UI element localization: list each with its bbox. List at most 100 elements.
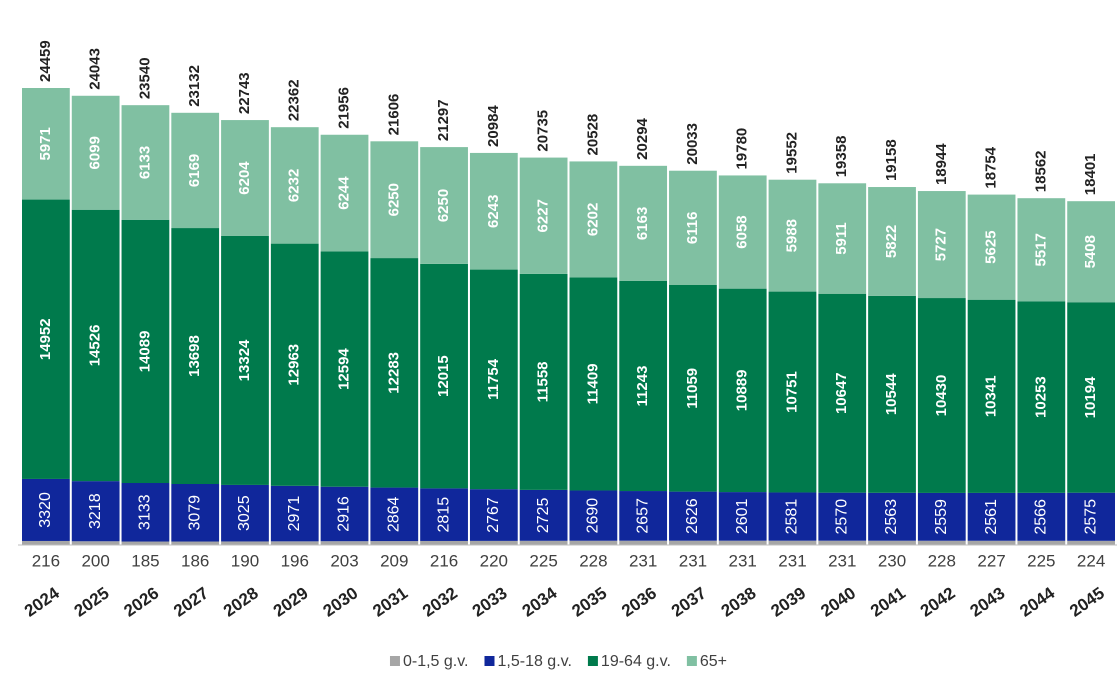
value-label: 231 bbox=[729, 551, 757, 570]
value-label: 3218 bbox=[87, 493, 104, 529]
bar-segment bbox=[420, 540, 468, 545]
value-label: 185 bbox=[131, 551, 159, 570]
value-label: 2815 bbox=[435, 497, 452, 533]
value-label: 10889 bbox=[734, 369, 751, 411]
value-label: 2563 bbox=[883, 499, 900, 535]
bar-segment bbox=[818, 492, 867, 541]
total-label: 23540 bbox=[136, 57, 153, 99]
value-label: 200 bbox=[81, 551, 109, 570]
x-tick-label: 2033 bbox=[469, 583, 511, 620]
bar-segment bbox=[519, 540, 568, 545]
bar-segment bbox=[519, 273, 568, 490]
bar-segment bbox=[221, 235, 269, 485]
total-label: 23132 bbox=[186, 65, 203, 107]
total-label: 20735 bbox=[535, 110, 552, 152]
value-label: 196 bbox=[281, 551, 309, 570]
bar-segment bbox=[569, 540, 618, 545]
value-label: 10544 bbox=[883, 373, 900, 415]
bar-segment bbox=[420, 263, 468, 489]
bar-segment bbox=[967, 492, 1016, 541]
value-label: 231 bbox=[679, 551, 707, 570]
bar-segment bbox=[768, 179, 817, 292]
value-label: 2559 bbox=[933, 499, 950, 535]
x-tick-label: 2032 bbox=[419, 583, 461, 620]
value-label: 13324 bbox=[236, 339, 253, 381]
x-tick-label: 2043 bbox=[967, 583, 1009, 620]
value-label: 11243 bbox=[634, 366, 651, 407]
value-label: 5988 bbox=[783, 219, 800, 252]
value-label: 13698 bbox=[186, 335, 203, 377]
bar-segment bbox=[320, 486, 369, 542]
bar-segment bbox=[121, 105, 170, 220]
value-label: 203 bbox=[330, 551, 358, 570]
total-label: 18944 bbox=[933, 143, 950, 185]
bar-segment bbox=[370, 541, 419, 545]
bar-segment bbox=[1067, 540, 1115, 545]
total-label: 24043 bbox=[87, 48, 104, 90]
total-label: 22743 bbox=[236, 72, 253, 114]
total-label: 20033 bbox=[684, 123, 701, 165]
x-tick-label: 2026 bbox=[120, 583, 162, 620]
bar-segment bbox=[22, 540, 70, 545]
bar-segment bbox=[868, 492, 916, 541]
value-label: 2575 bbox=[1082, 499, 1099, 535]
total-label: 19358 bbox=[833, 136, 850, 178]
bar-segment bbox=[669, 540, 717, 545]
bar-segment bbox=[370, 141, 419, 259]
bar-segment bbox=[967, 299, 1016, 493]
legend: 0-1,5 g.v. 1,5-18 g.v. 19-64 g.v. 65+ bbox=[389, 653, 727, 670]
bar-segment bbox=[171, 541, 220, 545]
value-label: 11059 bbox=[684, 368, 701, 409]
x-tick-label: 2036 bbox=[618, 583, 660, 620]
value-label: 3079 bbox=[186, 495, 203, 531]
bar-segment bbox=[370, 487, 419, 542]
bar-segment bbox=[121, 219, 170, 484]
bar-segment bbox=[967, 194, 1016, 300]
bar-segment bbox=[868, 540, 916, 545]
value-label: 10647 bbox=[833, 372, 850, 414]
bar-segment bbox=[22, 478, 70, 541]
total-label: 20528 bbox=[584, 114, 601, 156]
bar-segment bbox=[171, 228, 220, 484]
value-label: 224 bbox=[1077, 551, 1105, 570]
bar-segment bbox=[1067, 201, 1115, 303]
value-label: 5911 bbox=[833, 222, 850, 255]
legend-label: 19-64 g.v. bbox=[601, 653, 671, 670]
value-label: 10430 bbox=[933, 375, 950, 417]
x-tick-label: 2035 bbox=[568, 583, 610, 620]
value-label: 2626 bbox=[684, 498, 701, 534]
bar-segment bbox=[1017, 301, 1066, 493]
value-label: 3025 bbox=[236, 495, 253, 531]
value-label: 6204 bbox=[236, 161, 253, 195]
value-label: 6227 bbox=[535, 199, 552, 232]
value-label: 2570 bbox=[833, 499, 850, 535]
value-label: 10253 bbox=[1032, 376, 1049, 418]
value-label: 5971 bbox=[37, 127, 54, 160]
bar-segment bbox=[917, 540, 966, 545]
x-tick-label: 2029 bbox=[270, 583, 312, 620]
bar-segment bbox=[917, 492, 966, 541]
bar-segment bbox=[669, 284, 717, 492]
legend-swatch bbox=[389, 656, 400, 666]
total-label: 18401 bbox=[1082, 153, 1099, 195]
value-label: 186 bbox=[181, 551, 209, 570]
value-label: 209 bbox=[380, 551, 408, 570]
bar-segment bbox=[469, 540, 518, 545]
value-label: 216 bbox=[32, 551, 60, 570]
value-label: 227 bbox=[977, 551, 1005, 570]
value-label: 2657 bbox=[634, 498, 651, 534]
x-tick-label: 2024 bbox=[21, 583, 63, 621]
bar-segment bbox=[320, 251, 369, 487]
value-label: 10341 bbox=[983, 375, 1000, 417]
bar-segment bbox=[270, 127, 319, 244]
total-label: 20294 bbox=[634, 117, 651, 159]
bar-segment bbox=[868, 187, 916, 296]
bar-segment bbox=[917, 191, 966, 299]
bar-segment bbox=[619, 540, 668, 545]
legend-label: 0-1,5 g.v. bbox=[403, 653, 469, 670]
value-label: 12015 bbox=[435, 355, 452, 397]
x-tick-label: 2027 bbox=[170, 583, 212, 620]
bar-segment bbox=[469, 489, 518, 541]
bar-segment bbox=[519, 489, 568, 541]
